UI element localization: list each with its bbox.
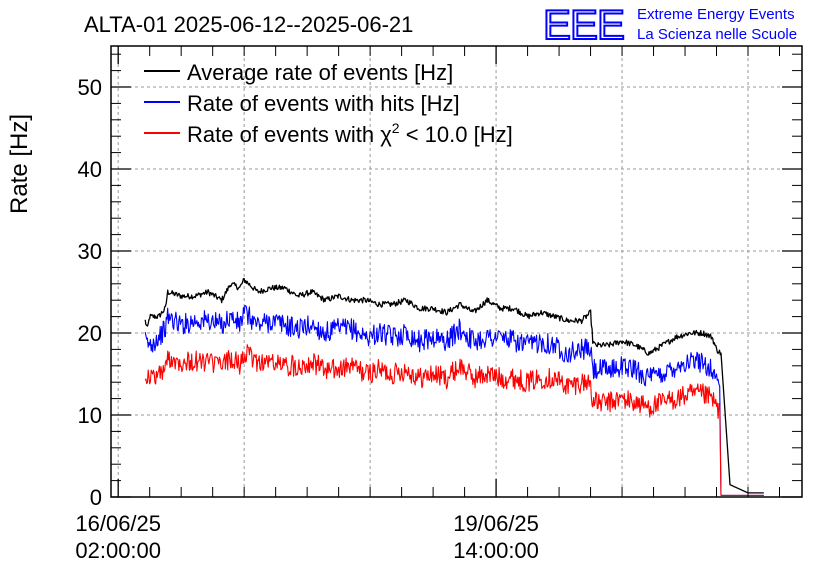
logo-line-1: Extreme Energy Events: [637, 6, 795, 23]
y-tick-label: 20: [78, 321, 102, 346]
eee-logo-mark: EEE: [543, 1, 624, 48]
legend-label-hits: Rate of events with hits [Hz]: [187, 91, 460, 116]
plot-frame: [110, 45, 803, 498]
x-tick-label-date: 19/06/25: [453, 511, 539, 536]
series-line-2: [144, 304, 764, 496]
eee-logo: EEE Extreme Energy Events La Scienza nel…: [542, 0, 797, 49]
x-tick-label-date: 16/06/25: [75, 511, 161, 536]
y-tick-label: 50: [78, 75, 102, 100]
chart-title: ALTA-01 2025-06-12--2025-06-21: [84, 12, 413, 37]
x-tick-label-time: 14:00:00: [453, 538, 539, 563]
y-tick-label: 10: [78, 403, 102, 428]
y-axis-label: Rate [Hz]: [6, 114, 33, 214]
y-tick-label: 40: [78, 157, 102, 182]
axis-ticks: [111, 46, 802, 498]
series-lines: [144, 278, 764, 496]
x-tick-label-time: 02:00:00: [75, 538, 161, 563]
logo-line-2: La Scienza nelle Scuole: [637, 26, 797, 43]
legend-label-chi2: Rate of events with χ2 < 10.0 [Hz]: [187, 120, 513, 147]
y-tick-label: 0: [90, 485, 102, 510]
grid-lines: [111, 46, 802, 497]
legend-label-average: Average rate of events [Hz]: [187, 60, 453, 85]
legend: Average rate of events [Hz] Rate of even…: [144, 60, 513, 147]
series-line-3: [144, 344, 764, 496]
y-tick-label: 30: [78, 239, 102, 264]
series-line-1: [144, 278, 764, 494]
